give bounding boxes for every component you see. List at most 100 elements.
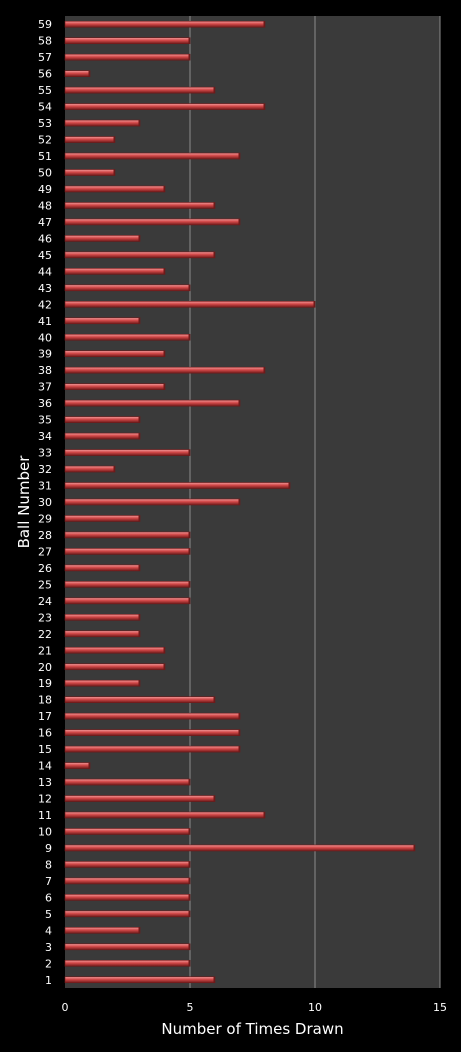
x-tick-label: 5 bbox=[187, 1001, 194, 1014]
bar-end bbox=[138, 235, 140, 242]
y-tick-label: 9 bbox=[45, 842, 52, 855]
y-tick-label: 6 bbox=[45, 891, 52, 904]
y-tick-label: 43 bbox=[38, 282, 52, 295]
x-tick-label: 0 bbox=[62, 1001, 69, 1014]
bar bbox=[64, 317, 141, 325]
bar bbox=[64, 268, 166, 275]
bar bbox=[64, 712, 241, 720]
y-tick-label: 47 bbox=[38, 216, 52, 229]
bar-end bbox=[188, 960, 190, 967]
bar bbox=[64, 762, 91, 769]
bar bbox=[64, 515, 141, 522]
bar-end bbox=[163, 383, 165, 390]
bar-end bbox=[263, 21, 265, 28]
bar-end bbox=[163, 185, 165, 192]
bar bbox=[64, 465, 116, 473]
bar-end bbox=[213, 87, 215, 94]
y-tick-label: 37 bbox=[38, 381, 52, 394]
y-tick-label: 16 bbox=[38, 727, 52, 740]
bar bbox=[64, 152, 241, 160]
bar-end bbox=[238, 746, 240, 753]
y-tick-label: 19 bbox=[38, 677, 52, 690]
y-tick-label: 10 bbox=[38, 825, 52, 838]
bar bbox=[64, 663, 166, 671]
y-tick-label: 46 bbox=[38, 232, 52, 245]
y-tick-label: 48 bbox=[38, 199, 52, 212]
y-tick-label: 44 bbox=[38, 265, 52, 278]
bar-end bbox=[188, 861, 190, 868]
bar-end bbox=[188, 779, 190, 786]
bar-end bbox=[263, 103, 265, 110]
bar-end bbox=[188, 54, 190, 61]
bar-end bbox=[138, 630, 140, 637]
y-tick-label: 50 bbox=[38, 167, 52, 180]
bar-end bbox=[188, 828, 190, 835]
y-tick-label: 1 bbox=[45, 974, 52, 987]
bar-end bbox=[138, 927, 140, 934]
bar bbox=[64, 366, 266, 374]
bar bbox=[64, 284, 191, 292]
bar bbox=[64, 136, 116, 143]
y-axis-title: Ball Number bbox=[15, 455, 33, 549]
bar bbox=[64, 399, 241, 407]
bar-end bbox=[238, 218, 240, 225]
y-tick-label: 40 bbox=[38, 331, 52, 344]
y-tick-label: 30 bbox=[38, 496, 52, 509]
bar bbox=[64, 235, 141, 242]
y-tick-label: 45 bbox=[38, 249, 52, 262]
bar-end bbox=[138, 680, 140, 687]
bar-end bbox=[138, 416, 140, 423]
bar-end bbox=[263, 812, 265, 819]
bar-end bbox=[213, 696, 215, 703]
bar bbox=[64, 828, 191, 835]
bar bbox=[64, 449, 191, 456]
bar-end bbox=[113, 169, 115, 176]
y-tick-label: 13 bbox=[38, 776, 52, 789]
y-tick-label: 57 bbox=[38, 51, 52, 64]
y-tick-label: 26 bbox=[38, 562, 52, 575]
bar-end bbox=[188, 37, 190, 44]
y-tick-label: 32 bbox=[38, 463, 52, 476]
y-tick-label: 24 bbox=[38, 595, 52, 608]
bar bbox=[64, 383, 166, 390]
y-tick-label: 7 bbox=[45, 875, 52, 888]
bar bbox=[64, 630, 141, 638]
y-tick-label: 59 bbox=[38, 18, 52, 31]
bar-end bbox=[138, 564, 140, 571]
bar bbox=[64, 861, 191, 868]
y-tick-label: 20 bbox=[38, 661, 52, 674]
bar bbox=[64, 729, 241, 736]
bar bbox=[64, 416, 141, 423]
bar bbox=[64, 959, 191, 967]
y-tick-label: 35 bbox=[38, 414, 52, 427]
bar-end bbox=[188, 581, 190, 588]
y-tick-label: 51 bbox=[38, 150, 52, 163]
bar bbox=[64, 795, 216, 802]
bar-end bbox=[138, 515, 140, 522]
bar-end bbox=[288, 482, 290, 489]
y-tick-label: 25 bbox=[38, 578, 52, 591]
y-tick-label: 22 bbox=[38, 628, 52, 641]
y-tick-label: 53 bbox=[38, 117, 52, 130]
bar bbox=[64, 844, 416, 852]
y-tick-labels: 1234567891011121314151617181920212223242… bbox=[38, 18, 52, 987]
bar-end bbox=[163, 350, 165, 357]
bar-end bbox=[138, 317, 140, 324]
y-tick-label: 21 bbox=[38, 644, 52, 657]
bar-end bbox=[88, 70, 90, 77]
bar bbox=[64, 614, 141, 621]
y-tick-label: 11 bbox=[38, 809, 52, 822]
y-tick-label: 3 bbox=[45, 941, 52, 954]
y-tick-label: 8 bbox=[45, 858, 52, 871]
y-tick-label: 5 bbox=[45, 908, 52, 921]
bar bbox=[64, 498, 241, 506]
y-tick-label: 33 bbox=[38, 447, 52, 460]
y-tick-label: 52 bbox=[38, 134, 52, 147]
y-tick-label: 4 bbox=[45, 924, 52, 937]
bar-end bbox=[188, 597, 190, 604]
bar bbox=[64, 531, 191, 539]
y-tick-label: 12 bbox=[38, 793, 52, 806]
x-tick-labels: 0 5 10 15 bbox=[62, 1001, 448, 1014]
y-tick-label: 55 bbox=[38, 84, 52, 97]
